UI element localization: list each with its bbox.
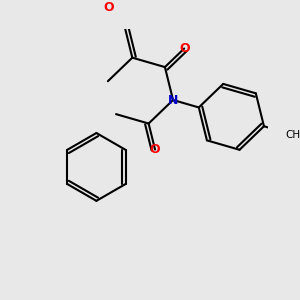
Text: CH₃: CH₃ — [285, 130, 300, 140]
Text: O: O — [150, 143, 160, 156]
Text: N: N — [168, 94, 178, 106]
Text: O: O — [179, 42, 190, 55]
Text: O: O — [103, 1, 113, 14]
